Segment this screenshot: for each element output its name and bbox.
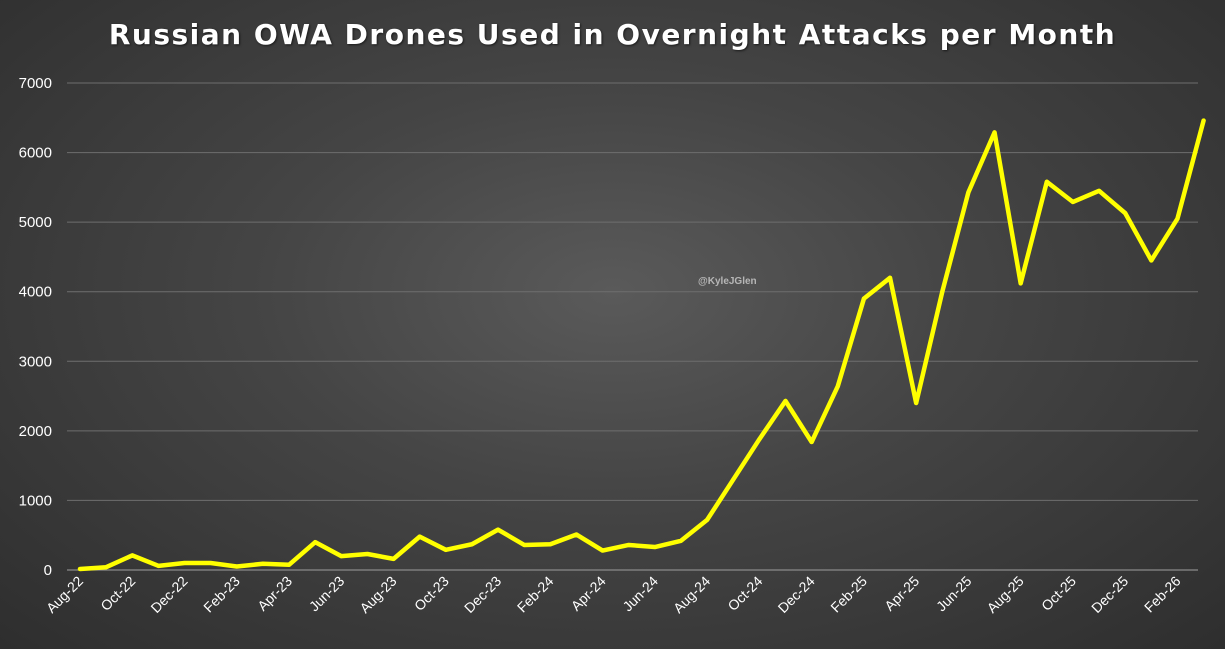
data-point: [1149, 258, 1154, 263]
y-tick-label: 7000: [19, 75, 52, 92]
data-point: [548, 542, 553, 547]
x-tick-label: Dec-25: [1088, 573, 1131, 616]
data-point: [600, 548, 605, 553]
data-point: [705, 517, 710, 522]
data-point: [130, 553, 135, 558]
x-tick-label: Aug-25: [984, 573, 1027, 616]
data-point: [835, 384, 840, 389]
x-tick-label: Jun-25: [933, 573, 975, 615]
data-point: [339, 554, 344, 559]
data-point: [443, 547, 448, 552]
x-tick-label: Oct-25: [1038, 573, 1079, 614]
data-point: [496, 527, 501, 532]
data-point: [626, 542, 631, 547]
data-point: [757, 437, 762, 442]
x-tick-label: Apr-24: [568, 573, 609, 614]
data-point: [208, 561, 213, 566]
x-tick-label: Apr-23: [254, 573, 295, 614]
data-point: [914, 401, 919, 406]
data-point: [1097, 188, 1102, 193]
x-tick-label: Dec-22: [147, 573, 190, 616]
data-point: [78, 566, 82, 571]
series-layer: [77, 118, 1206, 572]
data-point: [391, 556, 396, 561]
y-tick-label: 4000: [19, 284, 52, 301]
watermark-text: @KyleJGlen: [698, 276, 757, 287]
x-axis-ticks: Aug-22 Oct-22 Dec-22 Feb-23 Apr-23 Jun-23 Aug-…: [43, 573, 1184, 616]
data-point: [574, 532, 579, 537]
y-tick-label: 1000: [19, 492, 52, 509]
data-point: [861, 296, 866, 301]
x-tick-label: Aug-22: [43, 573, 86, 616]
data-point: [104, 565, 109, 570]
y-tick-label: 6000: [19, 145, 52, 162]
x-tick-label: Jun-23: [306, 573, 348, 615]
y-tick-label: 2000: [19, 423, 52, 440]
data-point: [417, 534, 422, 539]
data-point: [966, 190, 971, 195]
data-point: [652, 545, 657, 550]
x-tick-label: Oct-22: [97, 573, 138, 614]
data-point: [1018, 281, 1023, 286]
data-point: [940, 289, 945, 294]
x-tick-label: Oct-24: [724, 573, 765, 614]
series-line-0: [77, 118, 1206, 572]
x-tick-label: Dec-23: [461, 573, 504, 616]
data-point: [182, 561, 187, 566]
x-tick-label: Feb-23: [200, 573, 243, 616]
x-tick-label: Feb-24: [514, 573, 557, 616]
data-point: [522, 542, 527, 547]
data-point: [469, 542, 474, 547]
data-point: [260, 561, 265, 566]
data-point: [888, 275, 893, 280]
data-point: [809, 439, 814, 444]
x-tick-label: Aug-23: [356, 573, 399, 616]
chart-title: Russian OWA Drones Used in Overnight Att…: [108, 18, 1117, 51]
data-point: [1044, 179, 1049, 184]
x-tick-label: Feb-25: [827, 573, 870, 616]
x-tick-label: Dec-24: [775, 573, 818, 616]
x-tick-label: Apr-25: [881, 573, 922, 614]
x-tick-label: Jun-24: [619, 573, 661, 615]
data-point: [234, 564, 239, 569]
y-tick-label: 5000: [19, 214, 52, 231]
data-point: [1070, 199, 1075, 204]
data-point: [156, 563, 161, 568]
gridlines: [67, 82, 1198, 571]
data-point: [287, 562, 292, 567]
data-point: [783, 398, 788, 403]
data-point: [365, 552, 370, 556]
y-tick-label: 0: [44, 562, 52, 579]
data-point: [1175, 216, 1180, 221]
x-tick-label: Aug-24: [670, 573, 713, 616]
data-point: [313, 540, 318, 545]
data-point: [1201, 118, 1206, 123]
data-point: [731, 477, 736, 482]
y-axis-ticks: 0 1000 2000 3000 4000 5000 6000 7000: [19, 75, 52, 579]
x-tick-label: Feb-26: [1141, 573, 1184, 616]
x-tick-label: Oct-23: [411, 573, 452, 614]
y-tick-label: 3000: [19, 353, 52, 370]
data-point: [1123, 211, 1128, 216]
data-point: [678, 538, 683, 543]
data-point: [992, 130, 997, 135]
